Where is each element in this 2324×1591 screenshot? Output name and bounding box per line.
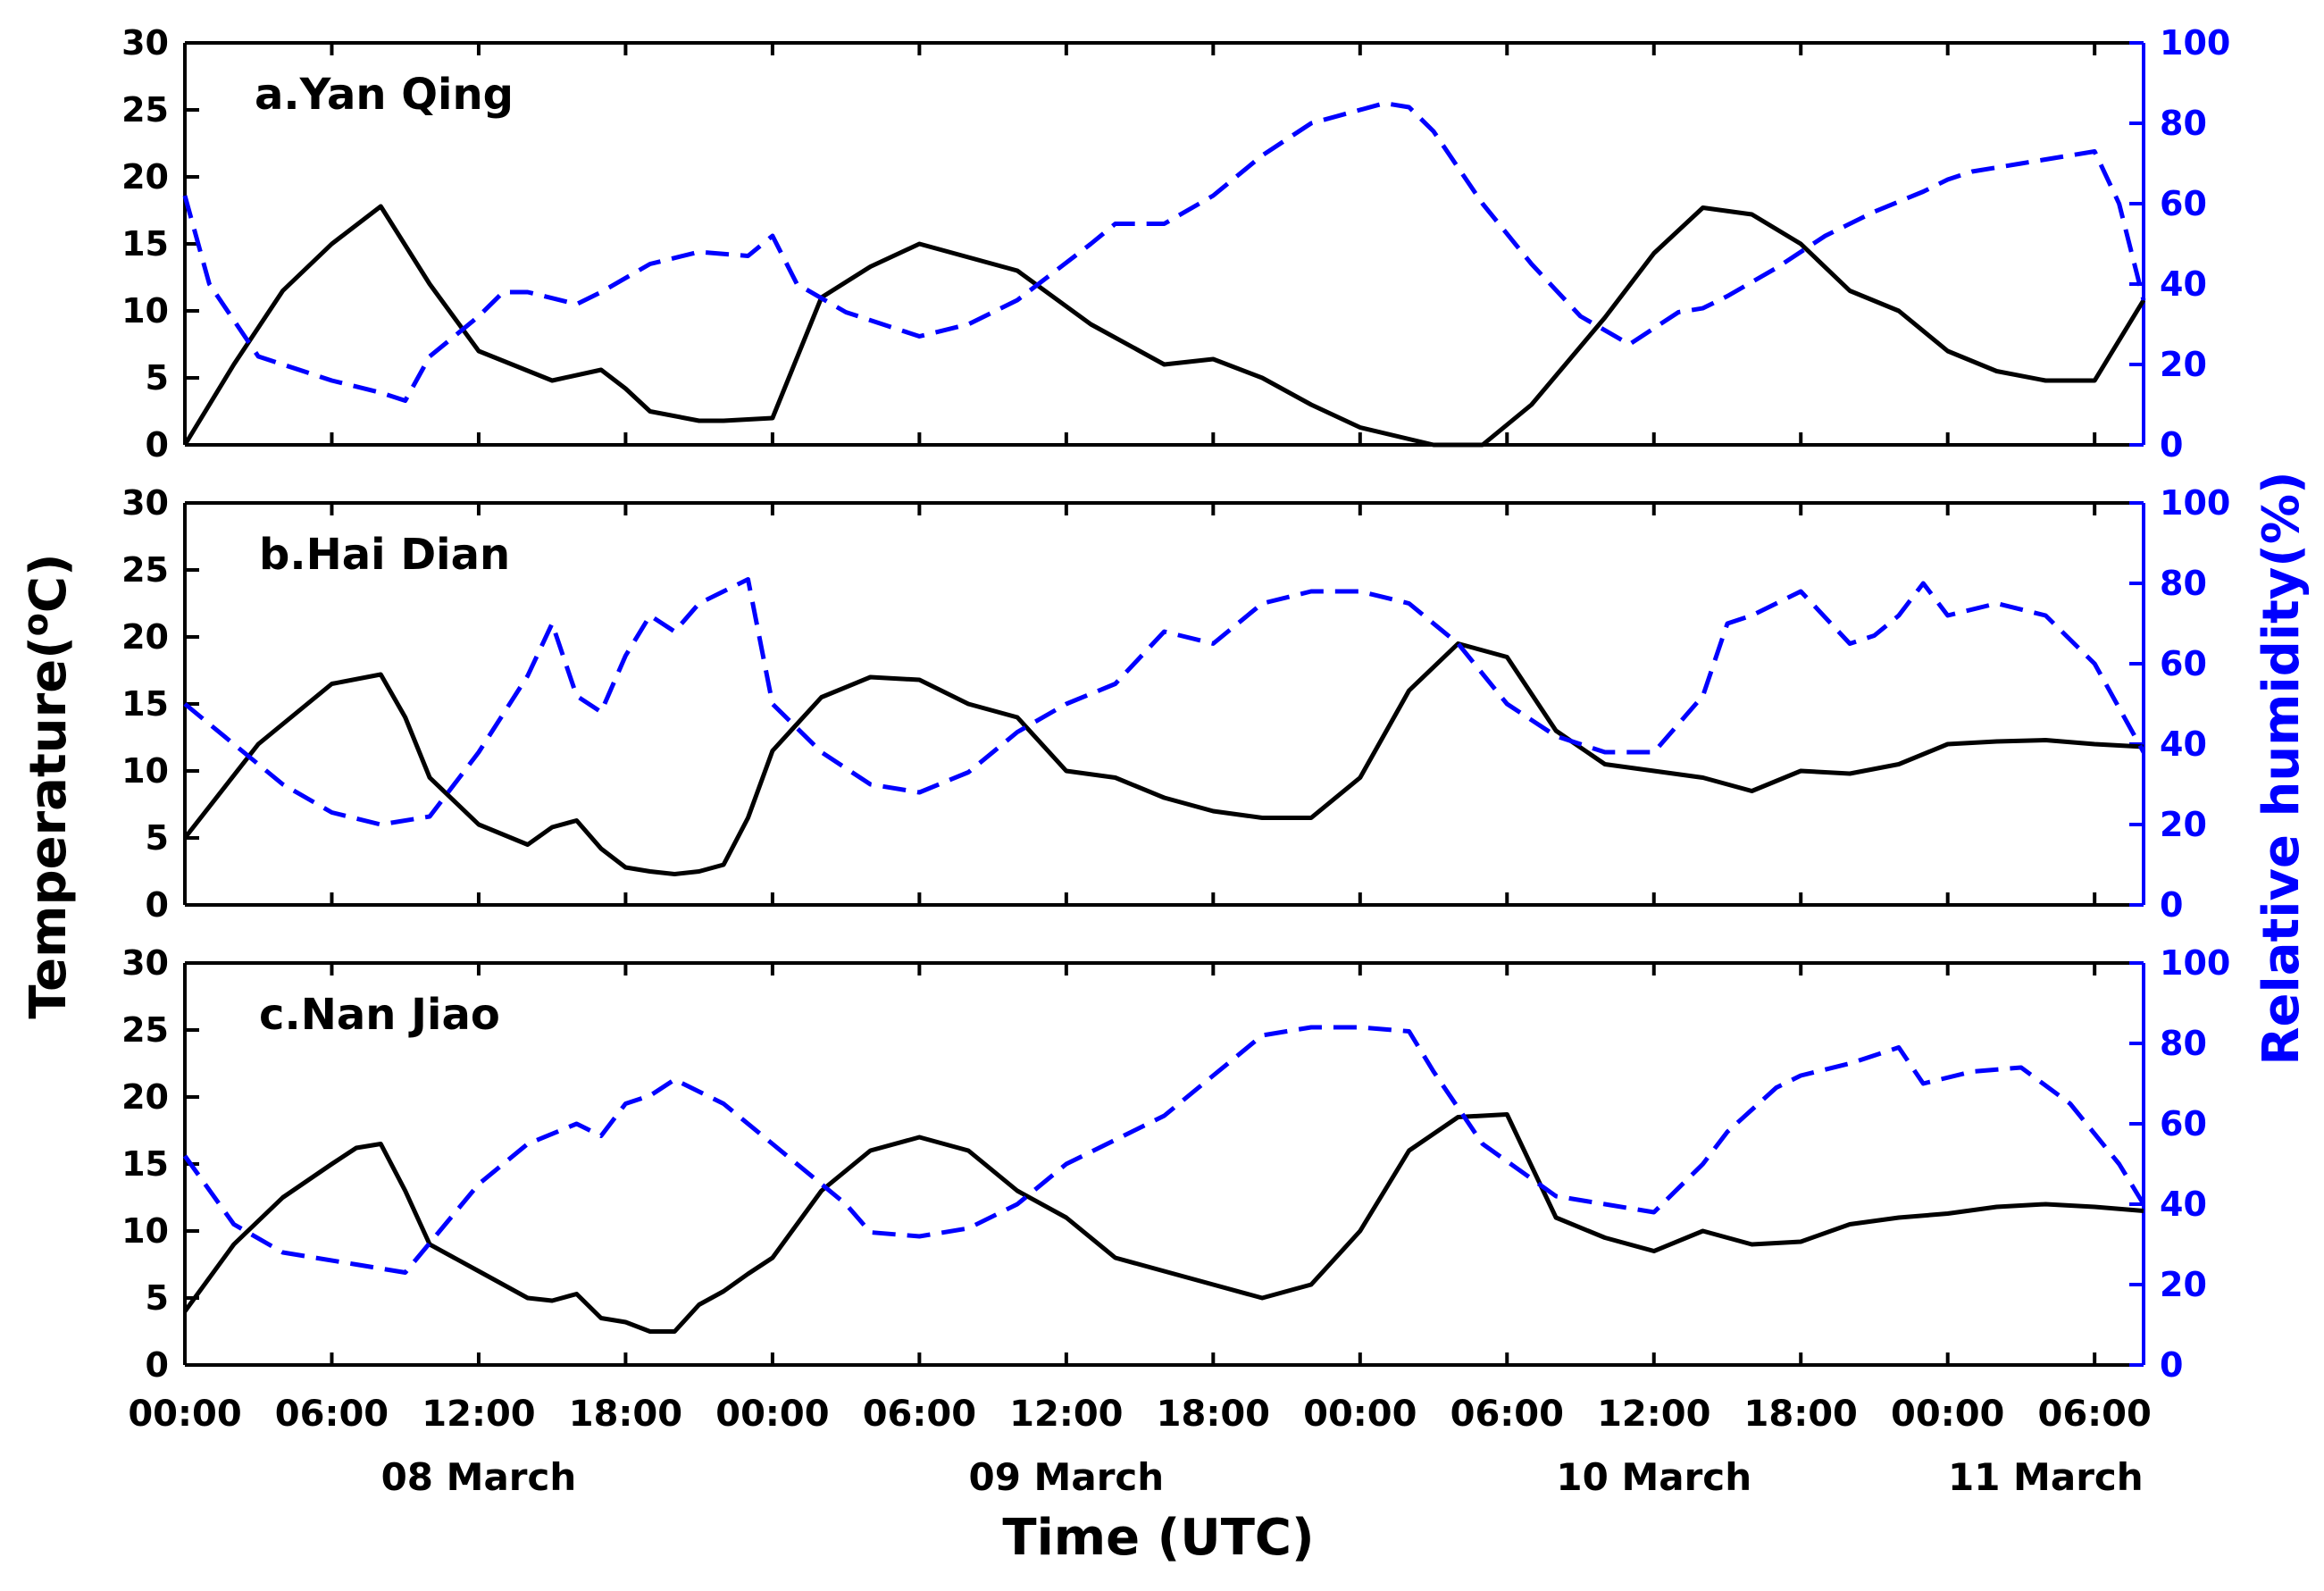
y-axis-title-left-end: C) (20, 553, 78, 613)
panel-nan-jiao: c.Nan Jiao 0 5 10 15 20 25 30 0 20 40 60 80 100 (121, 943, 2230, 1385)
y-tick-right-label: 80 (2160, 564, 2207, 603)
x-tick-label: 18:00 (1157, 1394, 1270, 1435)
y-axis-title-left-main: Temperature( (20, 636, 78, 1018)
y-tick-right-label: 60 (2160, 1104, 2207, 1143)
y-tick-left-label: 5 (146, 358, 169, 398)
y-tick-left-label: 25 (121, 550, 169, 590)
y-tick-left-label: 30 (121, 483, 169, 523)
y-axis-title-left-sup: o (16, 613, 55, 636)
x-tick-label: 06:00 (2038, 1394, 2152, 1435)
panel-title: a.Yan Qing (255, 70, 514, 120)
y-tick-right-label: 80 (2160, 1024, 2207, 1063)
y-tick-left-label: 5 (146, 818, 169, 858)
y-tick-right-label: 100 (2160, 23, 2230, 63)
y-tick-right-label: 20 (2160, 805, 2207, 844)
date-label: 10 March (1556, 1455, 1751, 1499)
y-tick-left-label: 15 (121, 684, 169, 724)
date-label: 09 March (968, 1455, 1164, 1499)
y-tick-right-label: 60 (2160, 644, 2207, 683)
y-tick-left-label: 25 (121, 90, 169, 130)
y-tick-left-label: 30 (121, 943, 169, 983)
y-tick-right-label: 20 (2160, 345, 2207, 384)
x-tick-label: 12:00 (1597, 1394, 1710, 1435)
humidity-line (182, 1025, 2146, 1275)
y-tick-right-label: 40 (2160, 724, 2207, 764)
panel-hai-dian: b.Hai Dian 0 5 10 15 20 25 30 0 20 40 60 80 100 (121, 483, 2230, 925)
x-tick-label: 12:00 (422, 1394, 535, 1435)
x-tick-label: 12:00 (1009, 1394, 1123, 1435)
x-tick-label: 06:00 (275, 1394, 389, 1435)
panel-yan-qing: a.Yan Qing 0 5 10 15 20 25 30 0 20 40 60 80 100 (121, 23, 2230, 465)
y-tick-left-label: 15 (121, 224, 169, 264)
panel-title: c.Nan Jiao (259, 990, 500, 1040)
x-tick-label: 18:00 (1744, 1394, 1858, 1435)
y-tick-left-label: 20 (121, 617, 169, 657)
x-tick-label: 06:00 (863, 1394, 976, 1435)
y-axis-title-right: Relative humidity(%) (2253, 471, 2311, 1065)
y-axis-title-left: Temperature(oC) (16, 553, 78, 1018)
y-tick-left-label: 10 (121, 291, 169, 331)
x-tick-label: 00:00 (1891, 1394, 2004, 1435)
temperature-line (182, 1112, 2144, 1334)
x-axis-title: Time (UTC) (1002, 1509, 1314, 1567)
y-tick-right-label: 40 (2160, 264, 2207, 304)
humidity-line (182, 101, 2146, 403)
y-tick-left-label: 0 (146, 885, 169, 925)
x-tick-label: 00:00 (1303, 1394, 1417, 1435)
x-tick-label: 00:00 (128, 1394, 241, 1435)
y-tick-left-label: 20 (121, 1077, 169, 1117)
y-tick-left-label: 30 (121, 23, 169, 63)
y-tick-right-label: 0 (2160, 1345, 2183, 1385)
y-tick-left-label: 15 (121, 1144, 169, 1184)
y-tick-left-label: 10 (121, 751, 169, 791)
y-tick-left-label: 20 (121, 157, 169, 197)
y-tick-left-label: 0 (146, 425, 169, 465)
y-tick-left-label: 25 (121, 1010, 169, 1050)
y-tick-right-label: 60 (2160, 184, 2207, 223)
date-label: 11 March (1948, 1455, 2144, 1499)
humidity-line (183, 577, 2146, 827)
temperature-line (183, 641, 2144, 876)
y-tick-right-label: 0 (2160, 425, 2183, 465)
y-tick-right-label: 100 (2160, 483, 2230, 523)
y-tick-right-label: 0 (2160, 885, 2183, 925)
temperature-line (182, 204, 2146, 448)
y-tick-right-label: 20 (2160, 1265, 2207, 1304)
x-tick-label: 06:00 (1450, 1394, 1564, 1435)
y-tick-right-label: 40 (2160, 1185, 2207, 1224)
y-tick-left-label: 5 (146, 1278, 169, 1318)
y-tick-left-label: 0 (146, 1345, 169, 1385)
y-tick-left-label: 10 (121, 1211, 169, 1251)
x-tick-label: 00:00 (715, 1394, 829, 1435)
x-axis-labels: 00:00 06:00 12:00 18:00 00:00 06:00 12:00 18:00… (128, 1394, 2152, 1499)
date-label: 08 March (381, 1455, 577, 1499)
y-tick-right-label: 100 (2160, 943, 2230, 983)
x-tick-label: 18:00 (569, 1394, 682, 1435)
y-tick-right-label: 80 (2160, 104, 2207, 143)
panel-title: b.Hai Dian (259, 530, 510, 580)
